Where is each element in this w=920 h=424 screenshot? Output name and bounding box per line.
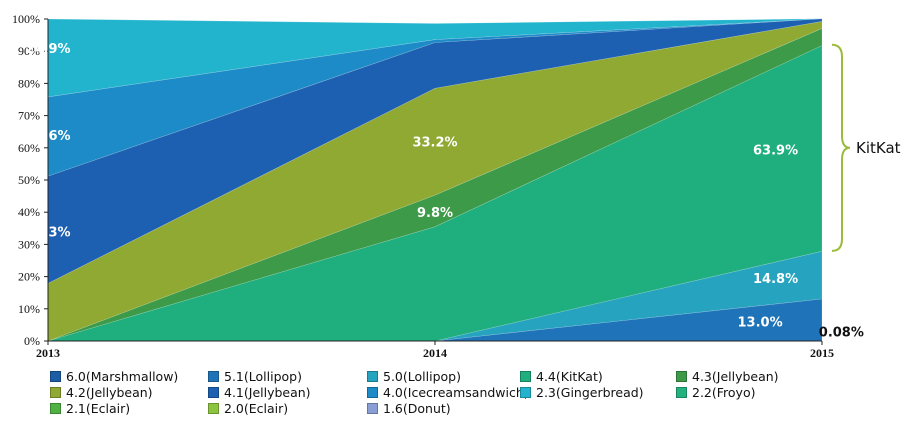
legend-item-4-0-icecreamsandwich: 4.0(Icecreamsandwich) xyxy=(367,384,529,400)
data-label: 14.8% xyxy=(753,272,798,287)
legend-swatch xyxy=(50,402,61,414)
legend-swatch xyxy=(208,402,219,414)
legend-item-1-6-donut: 1.6(Donut) xyxy=(367,400,451,416)
legend-swatch xyxy=(520,386,531,398)
legend-swatch xyxy=(50,386,61,398)
y-tick-label: 0% xyxy=(24,334,40,348)
legend-item-2-1-eclair: 2.1(Eclair) xyxy=(50,400,130,416)
legend-label: 5.0(Lollipop) xyxy=(383,368,461,384)
y-tick-label: 100% xyxy=(12,12,40,26)
y-tick-label: 90% xyxy=(18,44,40,58)
legend-swatch xyxy=(50,370,61,382)
data-label: 13.0% xyxy=(738,316,783,331)
legend-swatch xyxy=(367,402,378,414)
x-tick-label: 2015 xyxy=(810,346,834,360)
legend-item-5-1-lollipop: 5.1(Lollipop) xyxy=(208,368,302,384)
y-tick-label: 40% xyxy=(18,205,40,219)
annotation-brace xyxy=(831,43,851,252)
y-tick-label: 50% xyxy=(18,173,40,187)
legend-swatch xyxy=(676,370,687,382)
legend-label: 2.3(Gingerbread) xyxy=(536,384,644,400)
data-label: 33.3% xyxy=(25,226,70,241)
legend-swatch xyxy=(520,370,531,382)
legend-item-4-3-jellybean: 4.3(Jellybean) xyxy=(676,368,779,384)
data-label: 9.8% xyxy=(417,206,453,221)
legend-item-6-0-marshmallow: 6.0(Marshmallow) xyxy=(50,368,178,384)
y-tick-label: 60% xyxy=(18,141,40,155)
data-label: 24.6% xyxy=(25,129,70,144)
legend-swatch xyxy=(208,370,219,382)
y-tick-label: 10% xyxy=(18,302,40,316)
annotation-label: KitKat xyxy=(856,139,901,157)
legend-item-2-2-froyo: 2.2(Froyo) xyxy=(676,384,755,400)
legend-label: 2.1(Eclair) xyxy=(66,400,131,416)
y-tick-label: 20% xyxy=(18,270,40,284)
legend-item-2-0-eclair: 2.0(Eclair) xyxy=(208,400,288,416)
legend-label: 4.4(KitKat) xyxy=(536,368,603,384)
legend-label: 2.0(Eclair) xyxy=(224,400,289,416)
legend-swatch xyxy=(367,370,378,382)
data-label: 0.08% xyxy=(819,325,864,340)
legend-label: 4.1(Jellybean) xyxy=(224,384,311,400)
legend-item-5-0-lollipop: 5.0(Lollipop) xyxy=(367,368,461,384)
legend-label: 5.1(Lollipop) xyxy=(224,368,302,384)
x-tick-label: 2013 xyxy=(36,346,60,360)
legend-item-4-1-jellybean: 4.1(Jellybean) xyxy=(208,384,311,400)
legend-label: 4.2(Jellybean) xyxy=(66,384,153,400)
legend-item-4-4-kitkat: 4.4(KitKat) xyxy=(520,368,603,384)
area-4-3-jellybean xyxy=(47,27,823,342)
data-label: 33.2% xyxy=(412,135,457,150)
y-tick-label: 80% xyxy=(18,76,40,90)
legend-label: 2.2(Froyo) xyxy=(692,384,756,400)
y-tick-label: 30% xyxy=(18,237,40,251)
legend-item-4-2-jellybean: 4.2(Jellybean) xyxy=(50,384,153,400)
data-label: 63.9% xyxy=(753,143,798,158)
legend-label: 6.0(Marshmallow) xyxy=(66,368,179,384)
legend-label: 4.3(Jellybean) xyxy=(692,368,779,384)
legend-swatch xyxy=(367,386,378,398)
legend-item-2-3-gingerbread: 2.3(Gingerbread) xyxy=(520,384,644,400)
y-tick-label: 70% xyxy=(18,109,40,123)
data-label: 24.9% xyxy=(25,42,70,57)
legend-label: 4.0(Icecreamsandwich) xyxy=(383,384,529,400)
legend-swatch xyxy=(676,386,687,398)
legend-label: 1.6(Donut) xyxy=(383,400,451,416)
legend-swatch xyxy=(208,386,219,398)
x-tick-label: 2014 xyxy=(423,346,447,360)
